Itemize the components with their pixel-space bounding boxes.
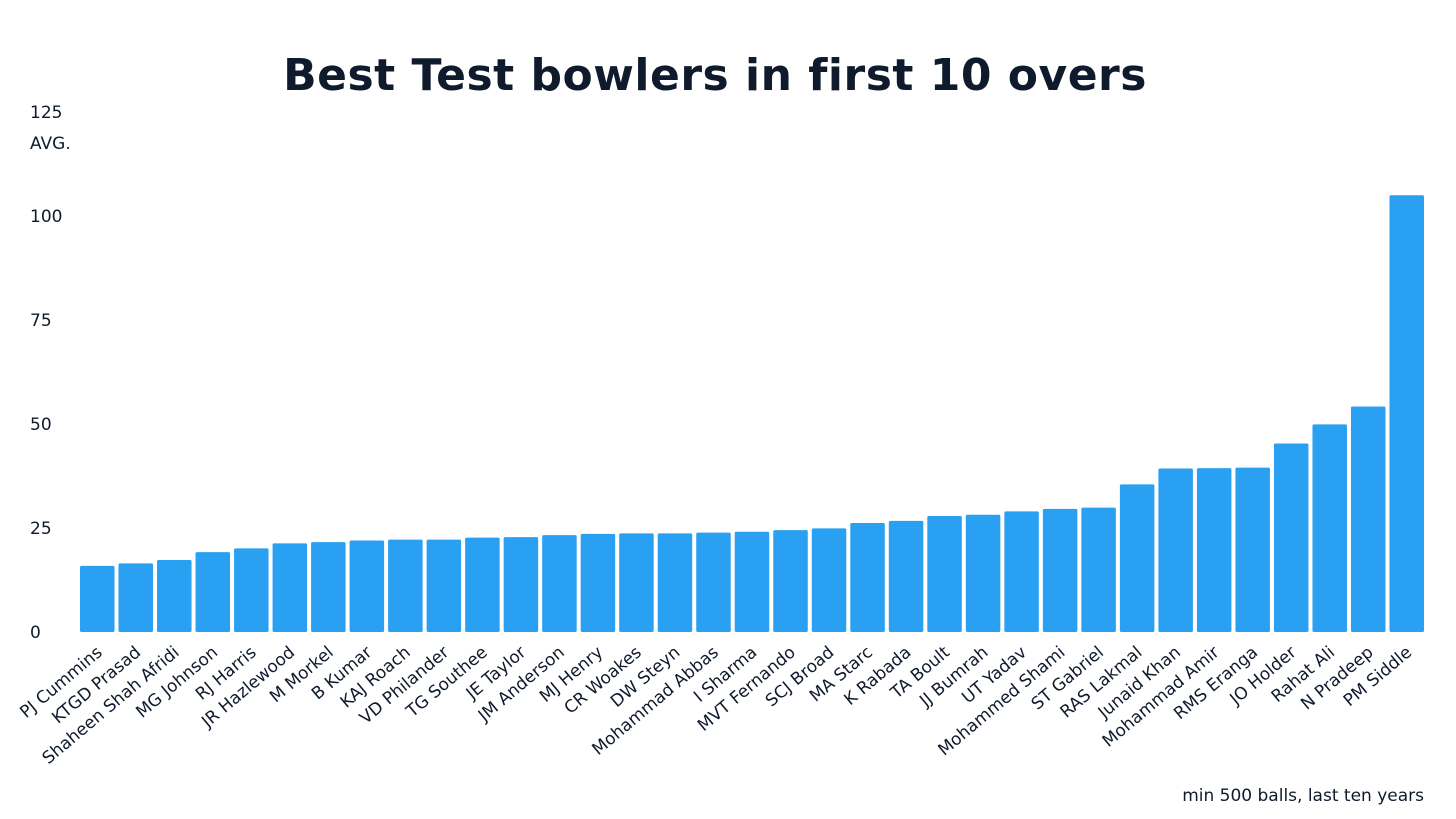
bars-group bbox=[80, 195, 1424, 632]
bar bbox=[1235, 467, 1270, 632]
bar bbox=[619, 533, 654, 632]
bar bbox=[542, 535, 577, 632]
bar bbox=[349, 540, 385, 632]
bar bbox=[426, 539, 462, 632]
y-tick-label: 125 bbox=[30, 103, 62, 123]
y-axis-label: AVG. bbox=[30, 134, 71, 154]
bar bbox=[272, 543, 308, 632]
bar bbox=[1196, 468, 1232, 632]
bar bbox=[1350, 406, 1386, 632]
bar bbox=[1158, 468, 1193, 632]
bar bbox=[1273, 443, 1309, 632]
chart-title: Best Test bowlers in first 10 overs bbox=[283, 50, 1147, 101]
bar bbox=[1042, 508, 1078, 632]
bar bbox=[1312, 424, 1347, 632]
bar bbox=[965, 514, 1001, 632]
bar bbox=[1004, 511, 1039, 632]
y-tick-label: 25 bbox=[30, 519, 52, 539]
bar bbox=[503, 537, 539, 632]
bar bbox=[157, 560, 192, 632]
bar bbox=[1119, 484, 1155, 632]
y-tick-label: 75 bbox=[30, 311, 52, 331]
y-tick-label: 100 bbox=[30, 207, 62, 227]
bar bbox=[580, 533, 616, 632]
bar bbox=[927, 515, 962, 632]
bar bbox=[696, 532, 731, 632]
bar bbox=[388, 539, 423, 632]
bar bbox=[80, 565, 115, 632]
y-tick-label: 0 bbox=[30, 623, 41, 643]
bar bbox=[773, 530, 808, 632]
bar bbox=[311, 542, 346, 632]
bar bbox=[195, 552, 231, 632]
bar bbox=[1081, 507, 1116, 632]
bar bbox=[888, 520, 924, 632]
bar bbox=[1389, 195, 1424, 632]
chart-footnote: min 500 balls, last ten years bbox=[1182, 786, 1424, 806]
bar bbox=[118, 563, 154, 632]
bar bbox=[811, 528, 847, 632]
bar bbox=[465, 537, 500, 632]
bar bbox=[234, 548, 269, 632]
y-axis: 0 25 50 75 100 125 bbox=[30, 103, 62, 643]
bar bbox=[850, 523, 885, 632]
bar bbox=[734, 531, 770, 632]
bar bbox=[657, 533, 693, 632]
y-tick-label: 50 bbox=[30, 415, 52, 435]
